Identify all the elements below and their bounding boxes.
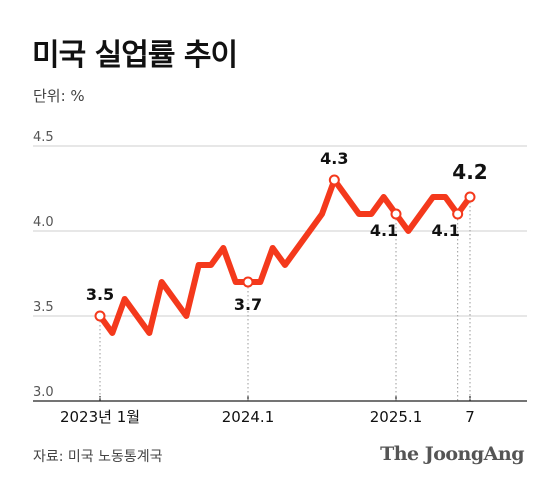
data-label: 3.5	[86, 285, 114, 304]
x-tick-label: 2023년 1월	[60, 408, 140, 426]
point-marker	[328, 174, 340, 186]
point-marker	[390, 208, 402, 220]
chart-title: 미국 실업률 추이	[32, 38, 238, 73]
y-tick-label: 3.0	[33, 385, 54, 400]
y-tick-label: 4.0	[33, 215, 54, 230]
unit-label: 단위: %	[33, 87, 85, 105]
data-label: 4.1	[431, 221, 459, 240]
data-label: 4.1	[370, 221, 398, 240]
y-tick-label: 3.5	[33, 300, 54, 315]
point-marker	[94, 310, 106, 322]
publisher-logo: The JoongAng	[380, 443, 524, 465]
source-note: 자료: 미국 노동통계국	[33, 449, 163, 465]
x-tick-label: 7	[465, 408, 475, 426]
data-label: 3.7	[234, 295, 262, 314]
y-tick-label: 4.5	[33, 130, 54, 145]
point-marker	[452, 208, 464, 220]
x-tick-label: 2025.1	[370, 408, 423, 426]
data-label: 4.3	[320, 149, 348, 168]
point-marker	[464, 191, 476, 203]
series-line	[97, 177, 473, 336]
data-label: 4.2	[452, 160, 487, 184]
x-tick-label: 2024.1	[222, 408, 275, 426]
line-chart: 3.0 3.5 4.0 4.5 2023년 1월 2024.1 2025.1 7 3.5 3.7…	[33, 130, 527, 426]
point-marker	[242, 276, 254, 288]
